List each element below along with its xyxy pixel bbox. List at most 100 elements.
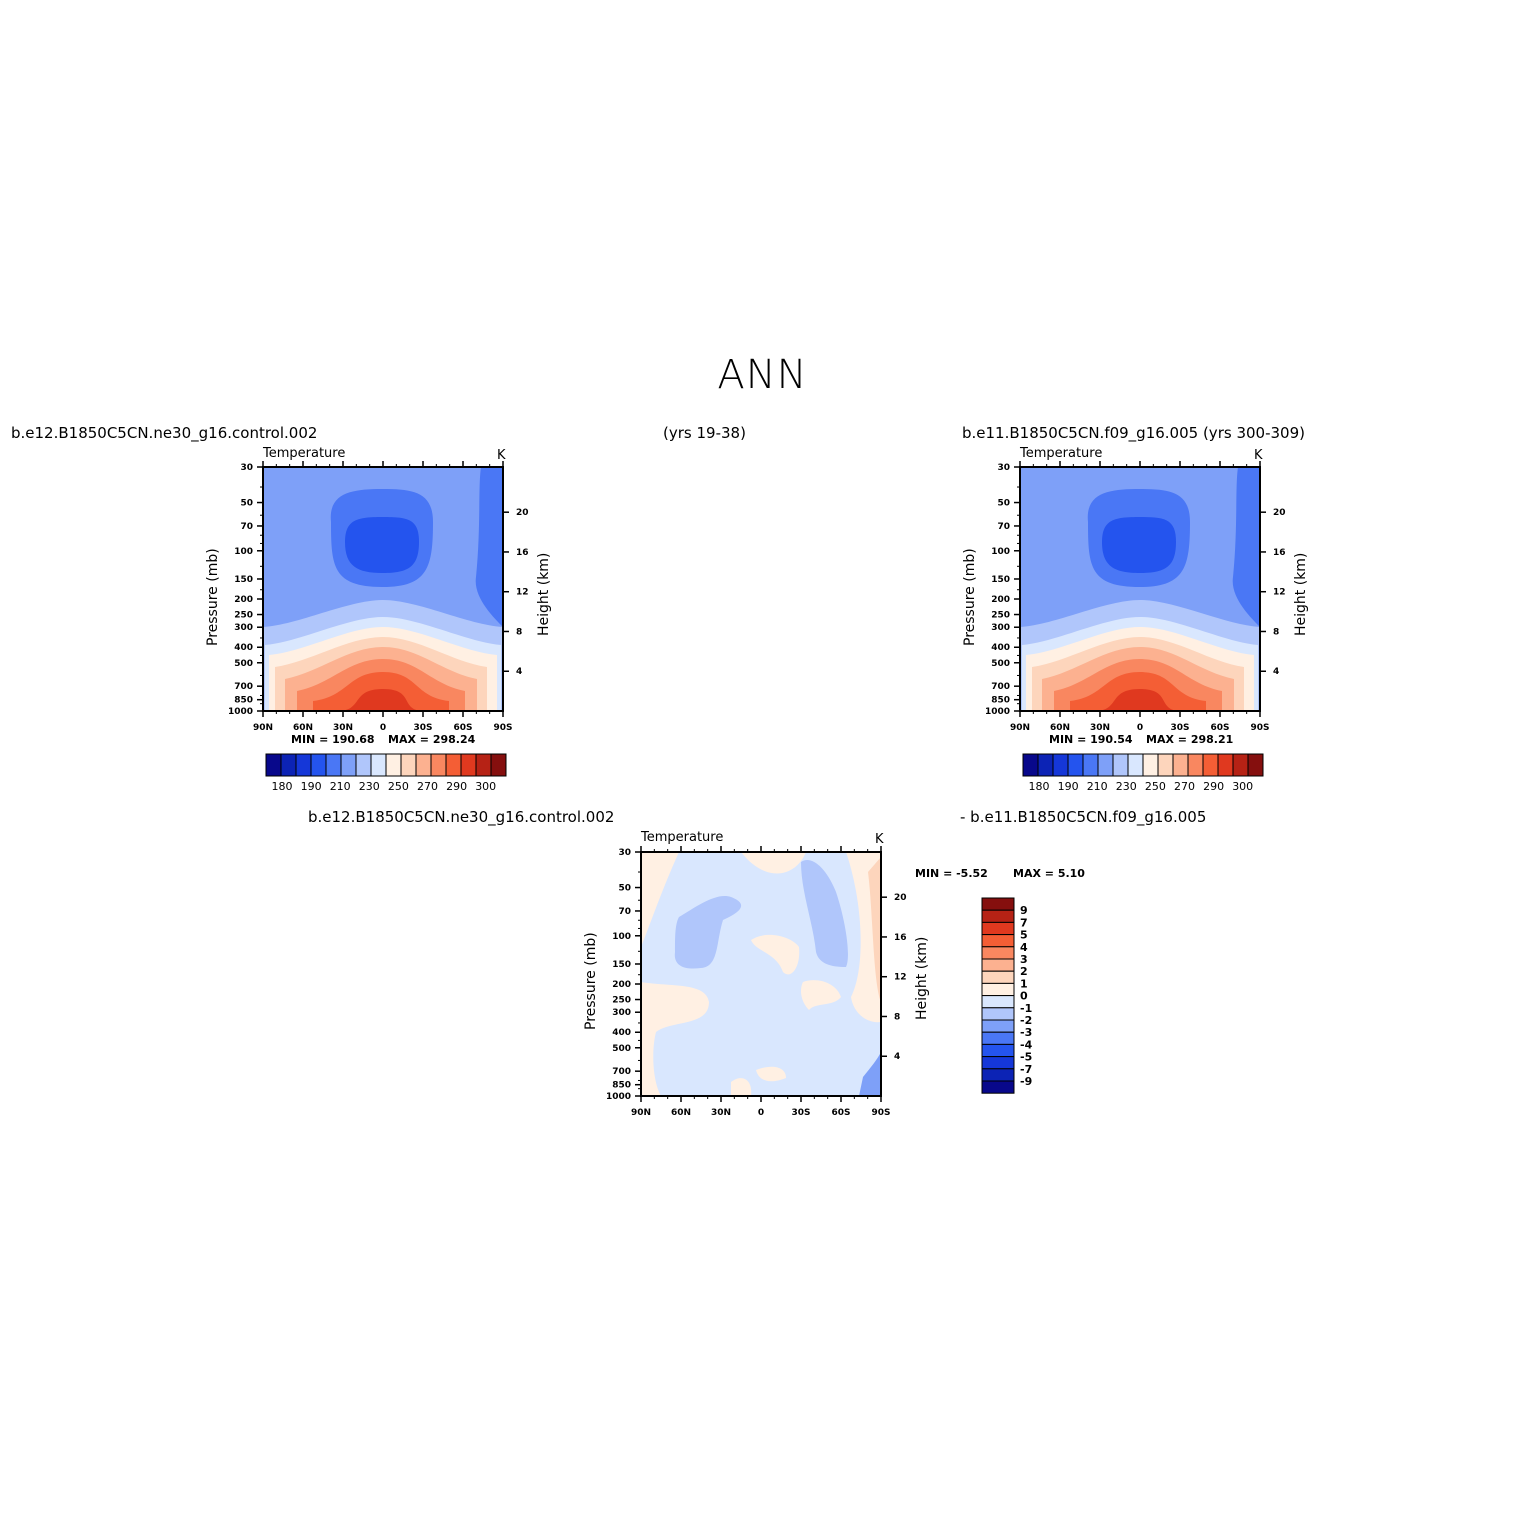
- colorbar-box: [280, 753, 297, 777]
- panel2-units: K: [1254, 448, 1263, 463]
- y-tick-label: 300: [234, 623, 253, 633]
- y-tick-label: 50: [997, 499, 1010, 509]
- colorbar-label: -5: [1020, 1051, 1032, 1064]
- colorbar-box: [981, 1080, 1015, 1094]
- colorbar-label: 250: [1145, 780, 1166, 793]
- colorbar-box: [415, 753, 432, 777]
- colorbar-label: 230: [1116, 780, 1137, 793]
- colorbar-label: 7: [1020, 916, 1028, 929]
- temperature-band-7: [331, 689, 431, 712]
- diff-case1-label: b.e12.B1850C5CN.ne30_g16.control.002: [308, 808, 615, 826]
- x-tick-label: 60S: [831, 1108, 850, 1118]
- diff-warm-bottom-2: [731, 1078, 752, 1096]
- colorbar-label: 3: [1020, 953, 1028, 966]
- colorbar-box: [445, 753, 462, 777]
- x-tick-label: 60N: [671, 1108, 691, 1118]
- diff-cool-left: [674, 896, 742, 969]
- y-tick-label: 400: [612, 1028, 631, 1038]
- x-tick-label: 60S: [1210, 723, 1229, 733]
- colorbar-label: 1: [1020, 977, 1028, 990]
- diff-cool-right: [801, 860, 848, 967]
- x-tick-label: 60N: [1050, 723, 1070, 733]
- colorbar-box: [355, 753, 372, 777]
- y-right-tick-label: 8: [1273, 627, 1279, 637]
- x-tick-label: 30S: [1170, 723, 1189, 733]
- x-tick-label: 60N: [293, 723, 313, 733]
- y-tick-label: 200: [234, 595, 253, 605]
- colorbar-label: 270: [1174, 780, 1195, 793]
- colorbar-box: [460, 753, 477, 777]
- axes-panel1: 305070100150200250300400500700850100090N…: [228, 461, 529, 733]
- colorbar-box: [1052, 753, 1069, 777]
- y-right-tick-label: 20: [894, 893, 907, 903]
- y-tick-label: 1000: [985, 707, 1010, 717]
- x-tick-label: 30N: [1090, 723, 1110, 733]
- panel3-units: K: [875, 832, 884, 847]
- colorbar-label: 9: [1020, 904, 1028, 917]
- colorbar-box: [1112, 753, 1129, 777]
- y-tick-label: 700: [991, 682, 1010, 692]
- y-tick-label: 400: [991, 643, 1010, 653]
- temperature-band-7: [1088, 689, 1188, 712]
- y-tick-label: 500: [991, 659, 1010, 669]
- colorbar-box: [265, 753, 282, 777]
- difference-field: [641, 852, 881, 1096]
- x-tick-label: 30N: [711, 1108, 731, 1118]
- y-right-tick-label: 16: [516, 548, 529, 558]
- x-tick-label: 90N: [631, 1108, 651, 1118]
- colorbar-label: 300: [1232, 780, 1253, 793]
- polar-cold-region: [475, 467, 503, 627]
- colorbar-box: [1067, 753, 1084, 777]
- y-right-tick-label: 16: [1273, 548, 1286, 558]
- colorbar-label: 210: [1087, 780, 1108, 793]
- y-tick-label: 70: [618, 907, 631, 917]
- main-title: ANN: [717, 352, 808, 398]
- y-tick-label: 250: [234, 611, 253, 621]
- temperature-field-panel1: [263, 467, 503, 712]
- y-tick-label: 100: [612, 932, 631, 942]
- panel1-title: Temperature: [263, 446, 346, 461]
- colorbar-label: 300: [475, 780, 496, 793]
- colorbar-box: [1127, 753, 1144, 777]
- colorbar-label: -2: [1020, 1014, 1032, 1027]
- temperature-field-panel2: [1020, 467, 1260, 712]
- x-tick-label: 30N: [333, 723, 353, 733]
- colorbar-box: [981, 1056, 1015, 1070]
- colorbar-box: [981, 958, 1015, 972]
- colorbar-label: 190: [301, 780, 322, 793]
- case1-years: (yrs 19-38): [663, 424, 746, 442]
- colorbar-box: [1037, 753, 1054, 777]
- y-tick-label: 70: [997, 522, 1010, 532]
- case1-label: b.e12.B1850C5CN.ne30_g16.control.002: [11, 424, 318, 442]
- x-tick-label: 0: [758, 1108, 764, 1118]
- y-tick-label: 150: [612, 960, 631, 970]
- diff-warm-mid: [751, 934, 800, 975]
- colorbar-box: [1082, 753, 1099, 777]
- y-right-tick-label: 4: [516, 667, 522, 677]
- colorbar-label: -1: [1020, 1002, 1032, 1015]
- colorbar-box: [1022, 753, 1039, 777]
- diff-case2-label: - b.e11.B1850C5CN.f09_g16.005: [960, 808, 1207, 826]
- diff-warmer-right: [868, 857, 881, 1002]
- colorbar-box: [1217, 753, 1234, 777]
- colorbar-box: [981, 921, 1015, 936]
- x-tick-label: 90S: [1250, 723, 1269, 733]
- colorbar-label: 290: [446, 780, 467, 793]
- y-tick-label: 700: [234, 682, 253, 692]
- colorbar-box: [1172, 753, 1189, 777]
- tropopause-cold-inner: [345, 517, 419, 573]
- diff-warm-mid-right: [801, 980, 841, 1010]
- x-tick-label: 90N: [253, 723, 273, 733]
- y-right-tick-label: 12: [894, 973, 907, 983]
- colorbar-box: [1247, 753, 1264, 777]
- colorbar-box: [981, 946, 1015, 960]
- y-tick-label: 500: [234, 659, 253, 669]
- colorbar-label: 250: [388, 780, 409, 793]
- panel3-min: MIN = -5.52: [915, 867, 988, 880]
- y-tick-label: 30: [997, 463, 1010, 473]
- y-right-tick-label: 12: [516, 588, 529, 598]
- y-tick-label: 250: [612, 996, 631, 1006]
- colorbar-box: [310, 753, 327, 777]
- colorbar-box: [981, 970, 1015, 984]
